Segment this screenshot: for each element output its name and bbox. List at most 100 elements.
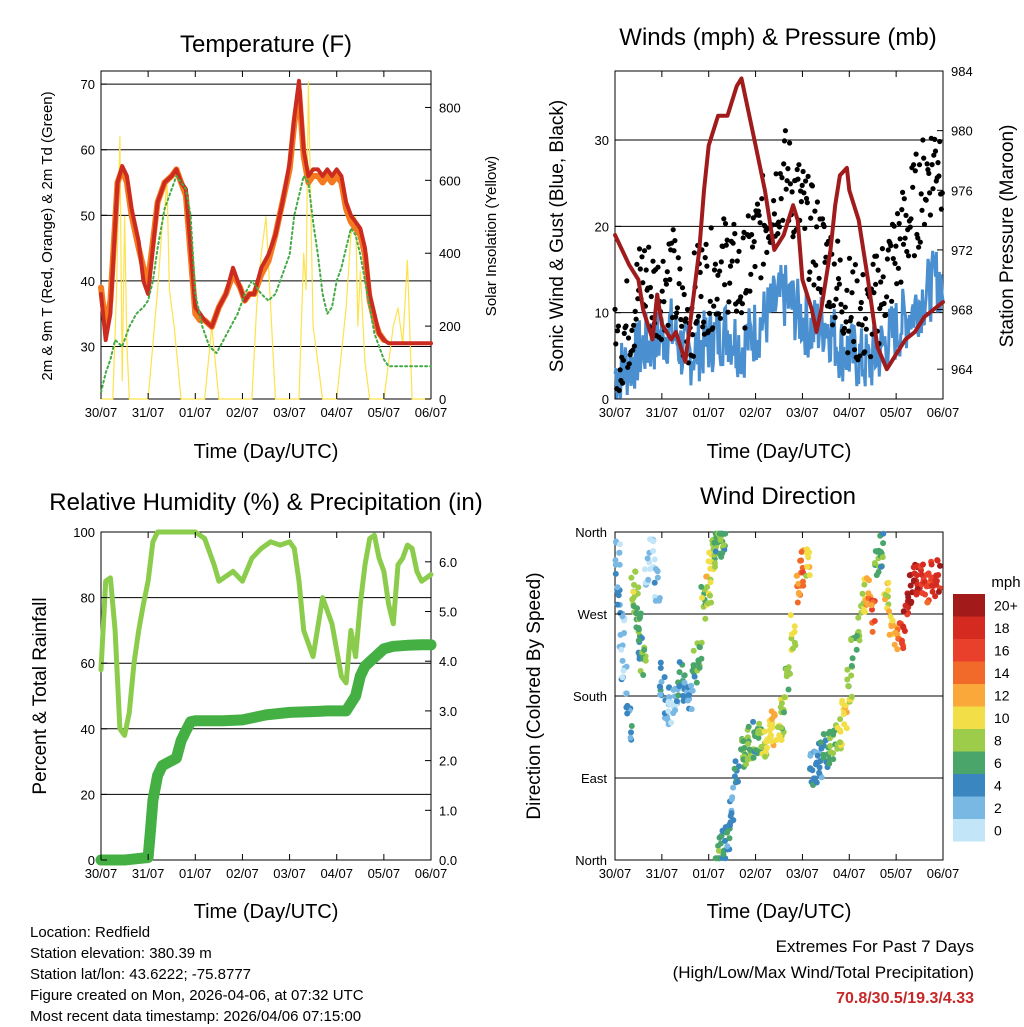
direction-point (894, 646, 901, 653)
direction-point (800, 578, 806, 585)
gust-point (701, 319, 707, 325)
x-axis-label: Time (Day/UTC) (707, 441, 852, 463)
gust-point (663, 281, 670, 287)
gust-point (620, 357, 627, 363)
direction-point (929, 588, 936, 595)
direction-point (650, 548, 657, 554)
gust-point (722, 282, 728, 288)
direction-point (900, 645, 907, 652)
gust-point (936, 173, 942, 179)
direction-point (791, 628, 798, 635)
data-timestamp: Most recent data timestamp: 2026/04/06 0… (30, 1008, 362, 1025)
direction-point (747, 747, 754, 754)
direction-point (657, 691, 664, 698)
gust-point (751, 239, 757, 245)
direction-point (740, 756, 747, 763)
gust-point (703, 241, 709, 247)
gust-point (814, 224, 820, 230)
y-tick-label: North (575, 853, 607, 868)
gust-point (927, 212, 934, 218)
y-tick-label: 10 (595, 306, 609, 321)
gust-point (679, 323, 685, 329)
direction-point (668, 719, 675, 726)
direction-point (695, 657, 702, 664)
gust-point (787, 140, 793, 146)
gust-point (854, 278, 860, 284)
gust-point (843, 319, 849, 325)
gust-point (850, 269, 856, 275)
gust-point (760, 261, 767, 267)
gust-point (937, 138, 943, 145)
colorbar-swatch (953, 751, 985, 774)
y-tick-label: West (578, 607, 608, 622)
station-latlon: Station lat/lon: 43.6222; -75.8777 (30, 966, 252, 983)
direction-point (745, 740, 752, 747)
gust-point (734, 258, 740, 264)
direction-point (879, 554, 886, 561)
gust-point (748, 271, 754, 277)
gust-point (681, 291, 687, 298)
direction-point (899, 637, 905, 644)
direction-point (630, 595, 637, 602)
gust-point (775, 231, 781, 237)
gust-point (912, 168, 918, 174)
direction-point (864, 600, 871, 607)
gust-point (702, 255, 708, 261)
gust-point (803, 195, 810, 202)
gust-point (863, 326, 869, 332)
direction-point (783, 666, 790, 673)
y-tick-label: 80 (81, 591, 95, 606)
direction-point (656, 597, 662, 604)
y-tick-label: 60 (81, 656, 95, 671)
gust-point (639, 254, 645, 260)
direction-point (928, 561, 935, 568)
direction-point (807, 752, 814, 759)
y-tick-label-right: 6.0 (439, 555, 457, 570)
gust-point (757, 220, 763, 226)
direction-point (843, 725, 850, 732)
direction-point (635, 584, 642, 591)
gust-point (663, 277, 669, 283)
gust-point (717, 268, 723, 274)
direction-point (661, 714, 668, 721)
gust-point (883, 312, 889, 318)
direction-point (618, 646, 625, 653)
direction-point (817, 739, 824, 746)
gust-point (613, 341, 619, 347)
direction-point (827, 743, 834, 749)
gust-point (844, 287, 850, 293)
gust-point (755, 208, 762, 214)
gust-point (935, 160, 941, 166)
direction-point (920, 561, 926, 568)
direction-point (696, 664, 703, 671)
gust-point (758, 275, 764, 281)
direction-point (885, 579, 892, 586)
direction-point (891, 641, 898, 648)
data-series (612, 530, 943, 862)
gust-point (894, 211, 901, 217)
direction-point (771, 710, 778, 717)
direction-point (654, 567, 661, 574)
gust-point (754, 201, 761, 207)
gust-point (900, 189, 906, 195)
gust-point (895, 265, 902, 271)
x-tick-label: 01/07 (692, 405, 725, 420)
gust-point (873, 281, 879, 287)
gust-point (683, 316, 689, 322)
direction-point (676, 669, 683, 676)
direction-point (617, 541, 623, 548)
direction-point (869, 628, 876, 635)
direction-point (778, 724, 785, 731)
direction-point (651, 556, 658, 563)
direction-point (675, 692, 682, 699)
gust-point (694, 318, 700, 324)
gust-point (778, 196, 784, 202)
direction-point (778, 737, 785, 743)
y-tick-label-right: 5.0 (439, 605, 457, 620)
gust-point (862, 316, 869, 322)
gust-point (738, 310, 745, 316)
direction-point (804, 546, 811, 553)
colorbar-label: 16 (994, 642, 1010, 658)
x-axis-label: Time (Day/UTC) (194, 441, 339, 463)
direction-point (624, 710, 631, 717)
